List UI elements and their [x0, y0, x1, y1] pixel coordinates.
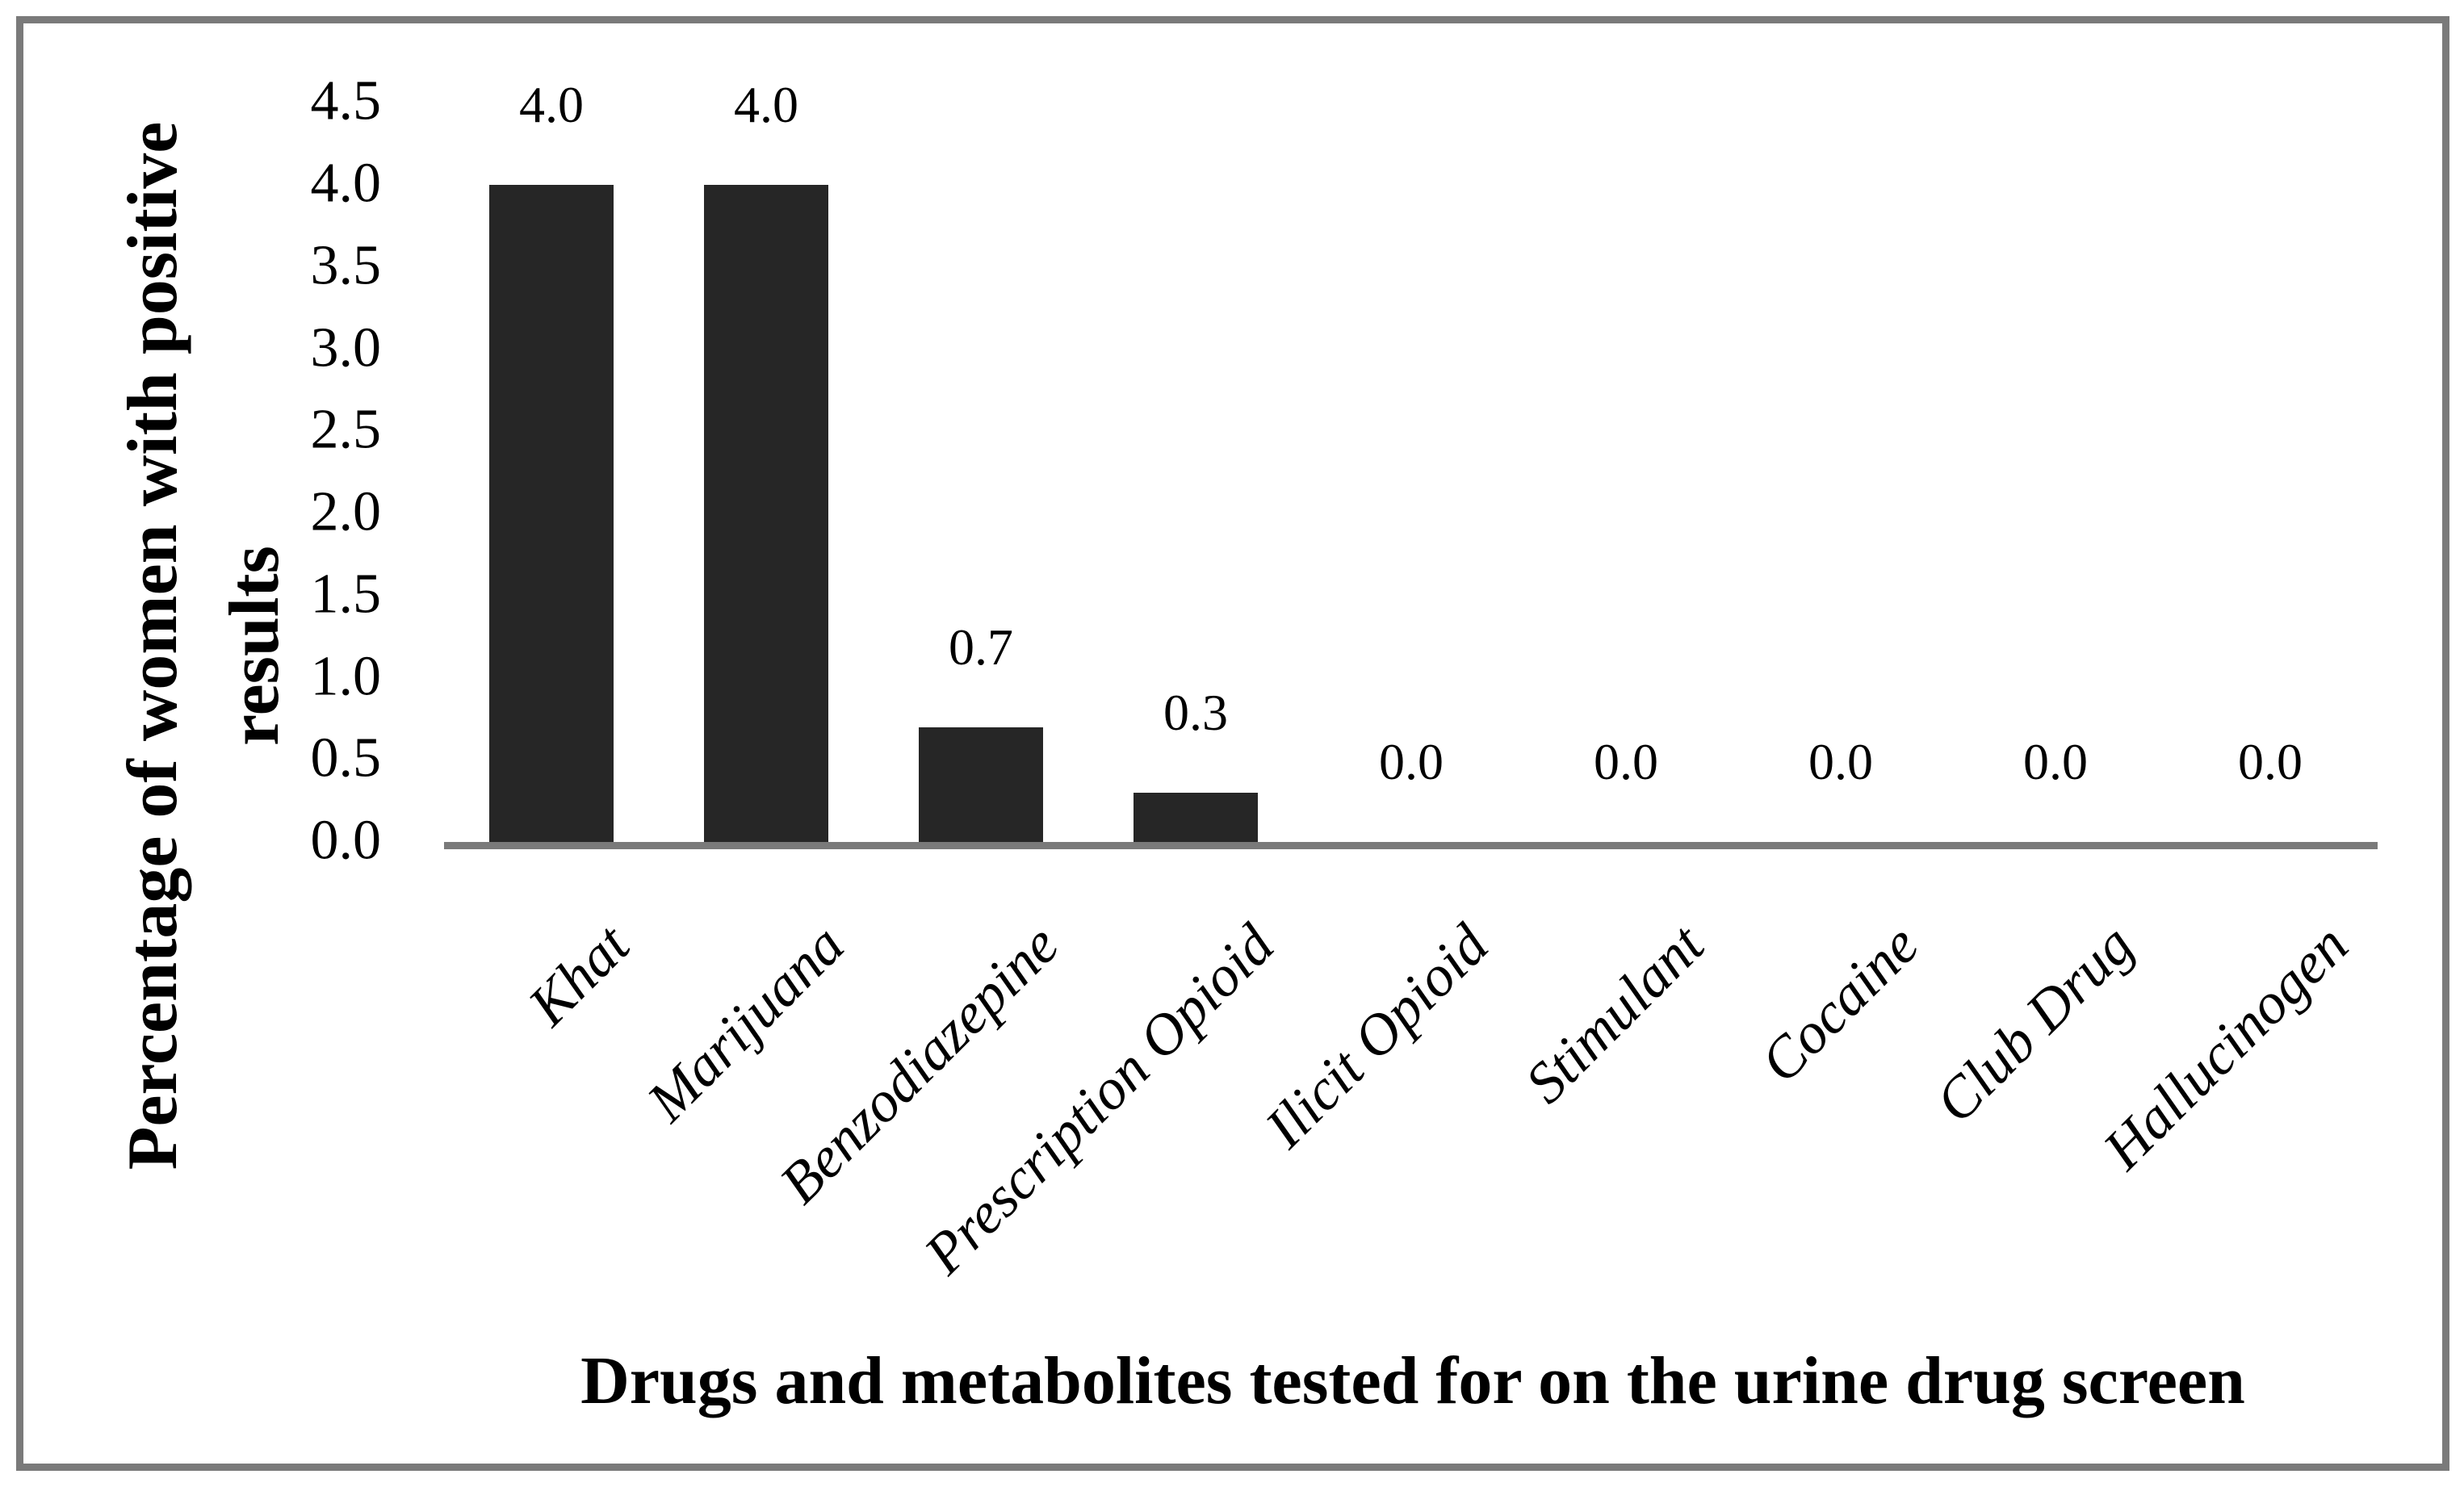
x-axis-line	[444, 842, 2378, 849]
bar-value-label: 0.0	[2023, 733, 2088, 790]
y-tick-label: 2.5	[310, 398, 382, 461]
bar-marijuana	[704, 185, 828, 842]
bar-value-label: 4.0	[519, 76, 584, 133]
bar-value-label: 0.0	[1379, 733, 1444, 790]
figure-frame	[16, 16, 2449, 1471]
y-tick-label: 4.0	[310, 152, 382, 215]
y-tick-label: 2.0	[310, 480, 382, 543]
bar-khat	[489, 185, 614, 842]
bar-value-label: 4.0	[734, 76, 798, 133]
y-tick-label: 1.5	[310, 563, 382, 626]
y-tick-label: 0.0	[310, 809, 382, 872]
y-tick-label: 0.5	[310, 727, 382, 789]
y-tick-label: 3.5	[310, 234, 382, 297]
y-tick-label: 3.0	[310, 316, 382, 379]
x-axis-title: Drugs and metabolites tested for on the …	[580, 1343, 2245, 1418]
bar-value-label: 0.3	[1163, 684, 1228, 741]
y-tick-label: 1.0	[310, 644, 382, 707]
bar-value-label: 0.0	[1594, 733, 1658, 790]
bar-prescription-opioid	[1134, 793, 1258, 842]
bar-value-label: 0.7	[949, 618, 1013, 676]
bar-value-label: 0.0	[1808, 733, 1873, 790]
y-axis-title-line2: results	[216, 546, 294, 746]
bar-benzodiazepine	[919, 727, 1043, 842]
bar-value-label: 0.0	[2238, 733, 2303, 790]
y-axis-title-line1: Percentage of women with positive	[114, 121, 192, 1171]
y-tick-label: 4.5	[310, 69, 382, 132]
